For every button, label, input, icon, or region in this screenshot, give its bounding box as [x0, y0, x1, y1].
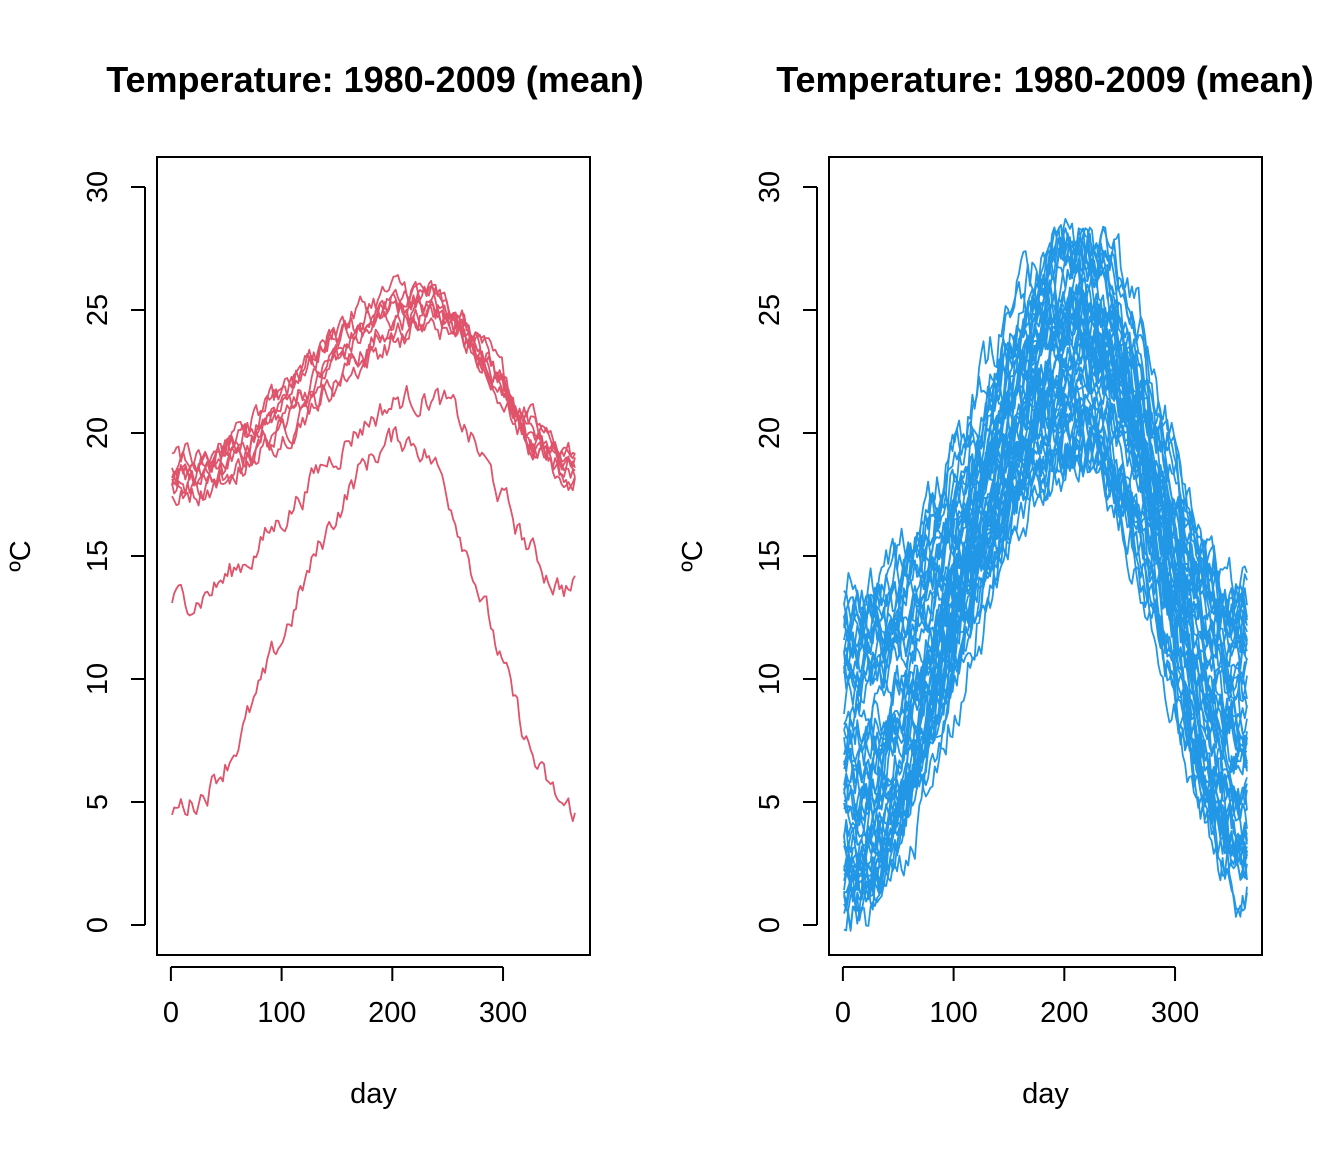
x-tick-label: 100 — [929, 997, 977, 1029]
series-line-36 — [843, 287, 1248, 800]
y-tick-label: 10 — [82, 663, 114, 695]
series-line-8 — [171, 274, 576, 487]
series-group — [171, 274, 576, 823]
series-line-41 — [843, 276, 1248, 930]
series-line-10 — [171, 426, 576, 823]
y-tick-label: 5 — [754, 794, 786, 810]
series-line-4 — [171, 280, 576, 473]
series-line-6 — [843, 431, 1248, 811]
y-tick-label: 30 — [82, 171, 114, 203]
y-axis-label: ºC — [5, 540, 37, 572]
y-axis-label: ºC — [677, 540, 709, 572]
y-tick-label: 0 — [82, 917, 114, 933]
x-tick-label: 100 — [257, 997, 305, 1029]
series-line-49 — [843, 434, 1248, 881]
x-axis: 0 100 200 300 — [163, 966, 527, 1029]
right-panel: Temperature: 1980-2009 (mean)0 100 200 300d… — [677, 59, 1314, 1110]
series-line-43 — [843, 393, 1248, 760]
x-tick-label: 300 — [479, 997, 527, 1029]
y-tick-label: 0 — [754, 917, 786, 933]
series-line-47 — [843, 420, 1248, 897]
series-line-48 — [843, 434, 1248, 668]
series-line-42 — [843, 371, 1248, 802]
y-tick-label: 20 — [82, 417, 114, 449]
series-line-50 — [843, 324, 1248, 809]
plot-frame — [828, 156, 1263, 956]
x-tick-label: 0 — [835, 997, 851, 1029]
x-tick-label: 200 — [368, 997, 416, 1029]
y-axis: 0 5 10 15 20 25 30 — [754, 171, 818, 933]
x-tick-label: 200 — [1040, 997, 1088, 1029]
y-tick-label: 15 — [754, 540, 786, 572]
series-line-9 — [171, 385, 576, 617]
y-tick-label: 30 — [754, 171, 786, 203]
chart-title: Temperature: 1980-2009 (mean) — [106, 59, 644, 100]
series-line-15 — [843, 326, 1248, 877]
series-line-7 — [171, 314, 576, 494]
y-tick-label: 25 — [82, 294, 114, 326]
y-tick-label: 15 — [82, 540, 114, 572]
chart-title: Temperature: 1980-2009 (mean) — [776, 59, 1314, 100]
series-line-6 — [171, 295, 576, 479]
y-axis: 0 5 10 15 20 25 30 — [82, 171, 146, 933]
y-tick-label: 20 — [754, 417, 786, 449]
left-panel: Temperature: 1980-2009 (mean)0 100 200 300d… — [5, 59, 644, 1110]
x-tick-label: 300 — [1151, 997, 1199, 1029]
series-line-40 — [843, 293, 1248, 853]
x-axis-label: day — [1022, 1078, 1069, 1110]
y-tick-label: 5 — [82, 794, 114, 810]
y-tick-label: 10 — [754, 663, 786, 695]
x-tick-label: 0 — [163, 997, 179, 1029]
series-line-38 — [843, 381, 1248, 706]
series-group — [843, 218, 1248, 932]
x-axis-label: day — [350, 1078, 397, 1110]
x-axis: 0 100 200 300 — [835, 966, 1199, 1029]
y-tick-label: 25 — [754, 294, 786, 326]
series-line-20 — [843, 374, 1248, 620]
plot-frame — [156, 156, 591, 956]
series-line-46 — [843, 291, 1248, 882]
